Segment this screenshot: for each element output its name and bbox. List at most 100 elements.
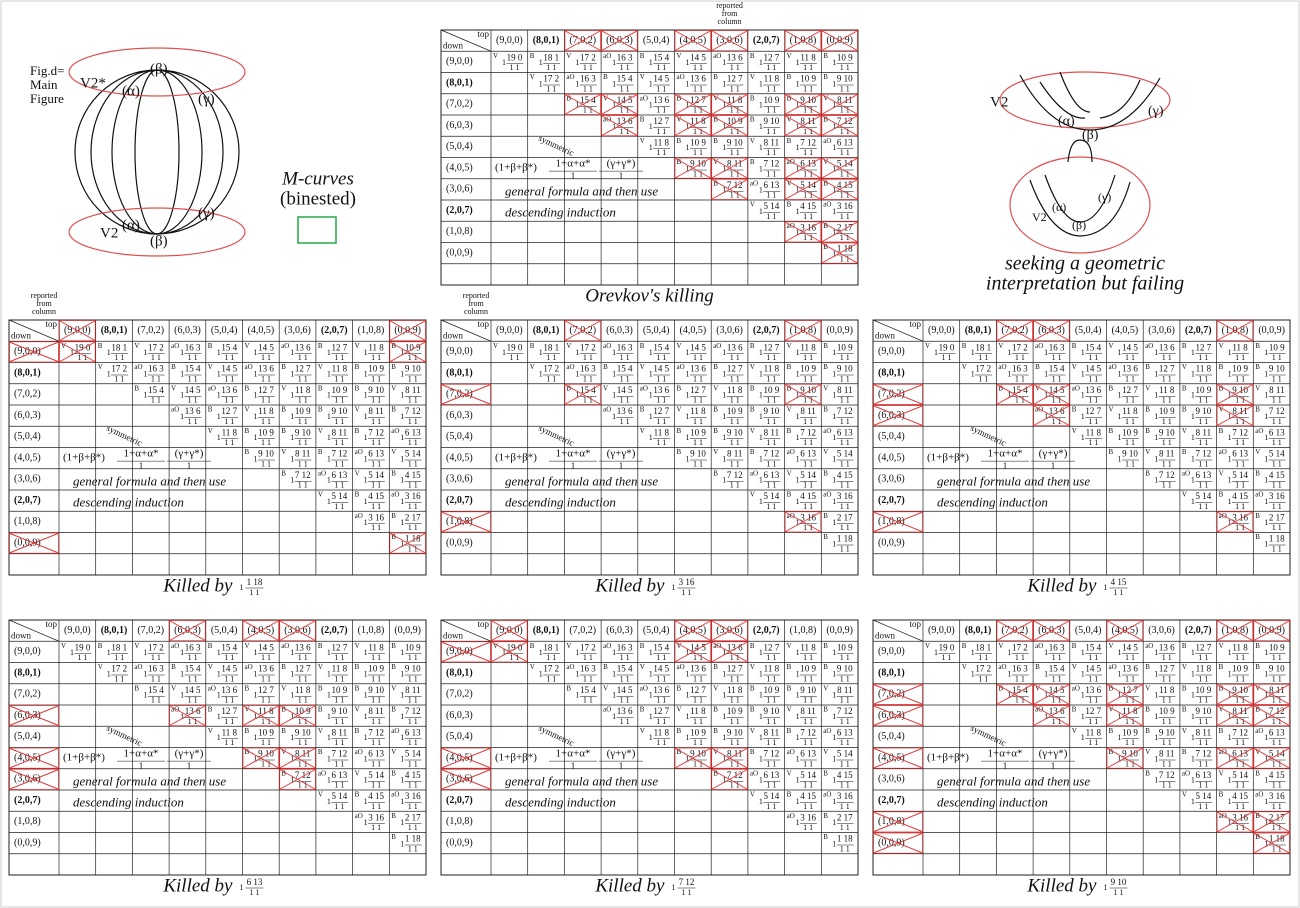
cross [441,384,491,405]
entry-den: 1 1 [1235,674,1245,683]
cross-box [1216,683,1254,705]
entry-lead: 1 [759,733,763,742]
row-header: (6,0,3) [14,710,41,721]
entry-den: 1 1 [1272,696,1282,705]
row-header: (7,0,2) [878,689,905,700]
entry-den: 1 1 [408,717,418,726]
cross [711,158,748,179]
entry-num: 15 4 [580,685,596,695]
entry-lead: 1 [1228,712,1232,721]
entry-num: 3 16 [800,222,816,232]
entry-lead: 1 [649,79,653,88]
corner-top: top [477,319,489,329]
entry-mark: V [355,342,360,350]
entry-lead: 1 [327,348,331,357]
entry-den: 1 1 [1235,523,1245,532]
cross-box [601,115,638,137]
entry-lead: 1 [400,454,404,463]
column-header: (9,0,0) [496,35,523,46]
entry-den: 1 1 [371,459,381,468]
entry-lead: 1 [180,348,184,357]
entry-num: 7 12 [1232,727,1248,737]
entry-den: 1 1 [1162,759,1172,768]
row-header: (4,0,5) [878,752,905,763]
entry-lead: 1 [1081,412,1085,421]
entry-mark: aO [787,448,795,456]
cross [9,341,59,362]
entry-mark: B [1255,769,1260,777]
entry-mark: aO [1072,684,1080,692]
entry-num: 9 10 [764,406,780,416]
entry-mark: V [281,684,286,692]
entry-den: 1 1 [371,653,381,662]
entry-den: 1 1 [298,459,308,468]
entry-den: 1 1 [803,63,813,72]
entry-den: 1 1 [334,717,344,726]
entry-lead: 1 [1118,433,1122,442]
entry-den: 1 1 [730,127,740,136]
entry-lead: 1 [649,733,653,742]
entry-lead: 1 [759,391,763,400]
entry-den: 1 1 [298,738,308,747]
entry-lead: 1 [254,348,258,357]
entry-lead: 1 [612,648,616,657]
caption: Killed by [162,875,233,896]
entry-den: 1 1 [371,502,381,511]
entry-num: 14 5 [1122,342,1138,352]
cross [873,405,923,426]
entry-den: 1 1 [1052,396,1062,405]
entry-mark: B [1219,427,1224,435]
cross-box [491,620,528,642]
formula: (γ+γ*) [1039,748,1068,760]
entry-den: 1 1 [583,63,593,72]
cross [59,341,95,362]
entry-den: 1 1 [114,353,124,362]
caption-num: 6 13 [247,877,263,887]
entry-lead: 1 [1228,348,1232,357]
entry-num: 8 11 [837,685,852,695]
entry-num: 3 16 [837,201,853,211]
entry-mark: aO [134,363,142,371]
entry-mark: V [750,363,755,371]
entry-den: 1 1 [693,353,703,362]
entry-num: 3 16 [405,791,421,801]
cross-box [1253,811,1290,833]
entry-den: 1 1 [730,374,740,383]
entry-num: 5 14 [405,449,421,459]
entry-num: 8 11 [764,427,779,437]
cross-box [674,115,712,137]
entry-num: 10 9 [1232,664,1248,674]
corner-top: top [909,619,921,629]
entry-num: 7 12 [332,449,348,459]
entry-den: 1 1 [803,459,813,468]
entry-num: 10 9 [837,642,853,652]
row-header: (1,0,8) [878,816,905,827]
note: general formula and then use [937,773,1090,788]
entry-num: 16 3 [148,664,164,674]
entry-num: 17 2 [1012,642,1028,652]
entry-lead: 1 [796,164,800,173]
oval-label: (γ) [198,91,215,107]
entry-lead: 1 [254,454,258,463]
entry-mark: aO [787,222,795,230]
entry-lead: 1 [649,348,653,357]
entry-mark: V [391,748,396,756]
cross [601,30,638,51]
entry-den: 1 1 [334,802,344,811]
entry-den: 1 1 [941,653,951,662]
entry-mark: B [391,512,396,520]
row-header: (2,0,7) [14,795,41,806]
entry-num: 11 8 [1196,664,1212,674]
entry-mark: aO [1145,342,1153,350]
entry-lead: 1 [1264,776,1268,785]
entry-lead: 1 [364,818,368,827]
entry-lead: 1 [1118,348,1122,357]
entry-den: 1 1 [114,674,124,683]
entry-num: 3 16 [368,812,384,822]
entry-num: 11 8 [368,642,384,652]
entry-num: 7 12 [405,706,421,716]
caption-num: 7 12 [679,877,695,887]
entry-lead: 1 [1007,691,1011,700]
entry-lead: 1 [290,433,294,442]
entry-mark: B [787,137,792,145]
